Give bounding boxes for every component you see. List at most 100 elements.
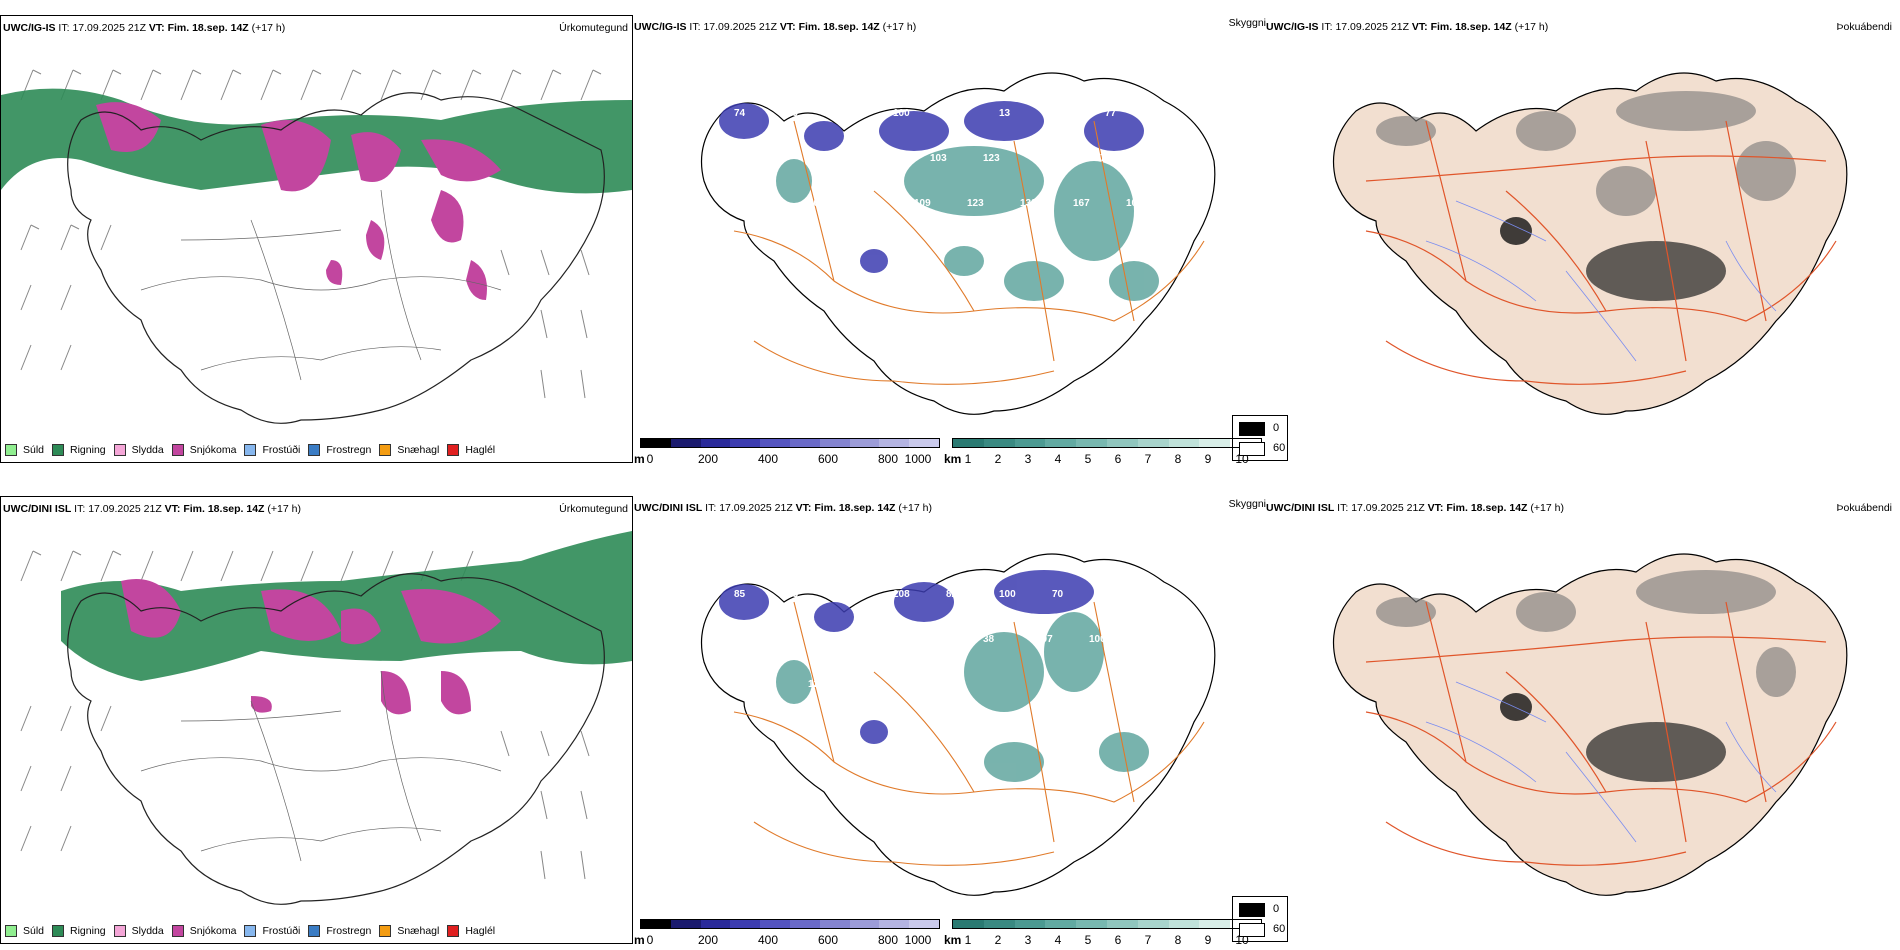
roads [140,189,502,381]
cloud-base-label: 13 [999,108,1011,119]
cloud-base-label: 69 [787,108,799,119]
cloud-base-label: 70 [1052,589,1064,600]
cloud-base-label: 167 [1073,198,1090,209]
legend-item: Snjókoma [171,925,236,937]
legend-item: Súld [5,444,44,456]
cloud-base-label: 127 [808,679,825,690]
cloud-base-label: 90 [1158,589,1170,600]
precip-map [1,69,632,424]
cloud-base-label: 107 [1036,634,1053,645]
fog-dark-area [1500,217,1532,245]
legend-item: Rigning [52,444,106,456]
panel-header: UWC/DINI ISL IT: 17.09.2025 21Z VT: Fim.… [1266,502,1564,514]
cloud-base-colorbar: m 0 200 400 600 800 1000 [634,438,940,466]
visibility-panel-row1: UWC/IG-IS IT: 17.09.2025 21Z VT: Fim. 18… [634,15,1266,466]
panel-header: UWC/IG-IS IT: 17.09.2025 21Z VT: Fim. 18… [1266,21,1549,33]
visibility-colorbar: km 1 2 3 4 5 6 7 8 9 10 [944,919,1264,947]
panel-title-visibility: Skyggni [1228,17,1266,29]
wind-barbs [20,69,602,399]
fog-map [1332,553,1848,896]
cloud-base-label: 103 [930,153,947,164]
legend-item: Haglél [447,444,495,456]
fog-shading [1376,91,1796,216]
cloud-base-label: 367 [1142,153,1159,164]
legend-item: Slydda [113,925,164,937]
cloud-base-label: 147 [824,153,841,164]
cloud-base-colorbar: m 0 200 400 600 800 1000 [634,919,940,947]
panel-title-fog: Þokuábendi [1836,21,1892,33]
precip-type-panel-row2: UWC/DINI ISL IT: 17.09.2025 21Z VT: Fim.… [0,496,633,944]
precip-legend: Súld Rigning Slydda Snjókoma Frostúði Fr… [5,925,495,937]
legend-item: Snæhagl [379,925,439,937]
cloud-base-blobs [719,101,1144,273]
legend-item: Frostregn [308,925,371,937]
cloud-base-label: 38 [983,634,995,645]
cloud-base-label: 105 [808,198,825,209]
legend-item: Frostúði [244,444,300,456]
cloud-base-label: 100 [999,589,1016,600]
fog-panel-row1: UWC/IG-IS IT: 17.09.2025 21Z VT: Fim. 18… [1232,15,1900,463]
visibility-map: 85 63 108 208 82 100 70 112 90 97 14 85 582 38 107 100 2… [700,553,1216,896]
cloud-base-label: 85 [877,634,889,645]
precip-map [20,531,632,905]
cloud-base-label: 270 [861,198,878,209]
cloud-base-value-labels: 85 63 108 208 82 100 70 112 90 97 14 85 582 38 107 100 2… [734,589,1170,690]
cloud-base-label: 167 [1089,153,1106,164]
cloud-base-label: 123 [983,153,1000,164]
cloud-base-label: 105 [1126,198,1143,209]
precip-legend: Súld Rigning Slydda Snjókoma Frostúði Fr… [5,444,495,456]
precip-type-panel-row1: UWC/IG-IS IT: 17.09.2025 21Z VT: Fim. 18… [0,15,633,463]
iceland-outline [67,92,605,424]
legend-item: Haglél [447,925,495,937]
cloud-base-value-labels: 74 69 75 100 85 13 12 77 34 83 147 101 103 123 280 167 3… [734,108,1170,209]
cloud-base-label: 97 [771,634,783,645]
cloud-base-label: 14 [824,634,836,645]
cloud-base-label: 85 [734,589,746,600]
fog-legend: 0 60 [1232,415,1288,461]
cloud-base-label: 100 [893,108,910,119]
cloud-base-label: 74 [734,108,746,119]
roads-orange [733,120,1205,385]
cloud-base-label: 280 [1036,153,1053,164]
cloud-base-label: 100 [1089,634,1106,645]
cloud-base-label: 75 [840,108,852,119]
cloud-base-label: 63 [787,589,799,600]
panel-header: UWC/IG-IS IT: 17.09.2025 21Z VT: Fim. 18… [634,21,917,33]
panel-header: UWC/IG-IS IT: 17.09.2025 21Z VT: Fim. 18… [3,22,286,34]
cloud-base-label: 132 [1020,198,1037,209]
visibility-blobs [776,146,1159,301]
roads-red [1365,120,1837,385]
visibility-colorbar: km 1 2 3 4 5 6 7 8 9 10 [944,438,1264,466]
cloud-base-label: 100 [861,679,878,690]
cloud-base-label: 112 [1105,589,1122,600]
cloud-base-label: 12 [1052,108,1064,119]
cloud-base-label: 83 [771,153,783,164]
cloud-base-label: 218 [1142,634,1159,645]
fog-map [1332,72,1848,415]
visibility-map: 74 69 75 100 85 13 12 77 34 83 147 101 103 123 280 167 3… [700,72,1216,415]
cloud-base-label: 123 [967,198,984,209]
visibility-panel-row2: UWC/DINI ISL IT: 17.09.2025 21Z VT: Fim.… [634,496,1266,947]
fog-dark-area [1586,241,1726,301]
cloud-base-label: 168 [755,679,772,690]
panel-title-precip: Úrkomutegund [559,22,628,34]
rivers [1425,200,1777,362]
legend-item: Frostúði [244,925,300,937]
legend-item: Frostregn [308,444,371,456]
cloud-base-label: 108 [840,589,857,600]
cloud-base-label: 109 [914,198,931,209]
cloud-base-label: 82 [946,589,958,600]
legend-item: Snæhagl [379,444,439,456]
panel-title-visibility: Skyggni [1228,498,1266,510]
panel-header: UWC/DINI ISL IT: 17.09.2025 21Z VT: Fim.… [3,503,301,515]
legend-item: Slydda [113,444,164,456]
cloud-base-label: 101 [877,153,894,164]
legend-item: Rigning [52,925,106,937]
cloud-base-label: 34 [1158,108,1170,119]
fog-legend: 0 60 [1232,896,1288,942]
cloud-base-label: 85 [946,108,958,119]
cloud-base-label: 77 [1105,108,1117,119]
cloud-base-label: 112 [755,198,772,209]
panel-title-fog: Þokuábendi [1836,502,1892,514]
panel-header: UWC/DINI ISL IT: 17.09.2025 21Z VT: Fim.… [634,502,932,514]
